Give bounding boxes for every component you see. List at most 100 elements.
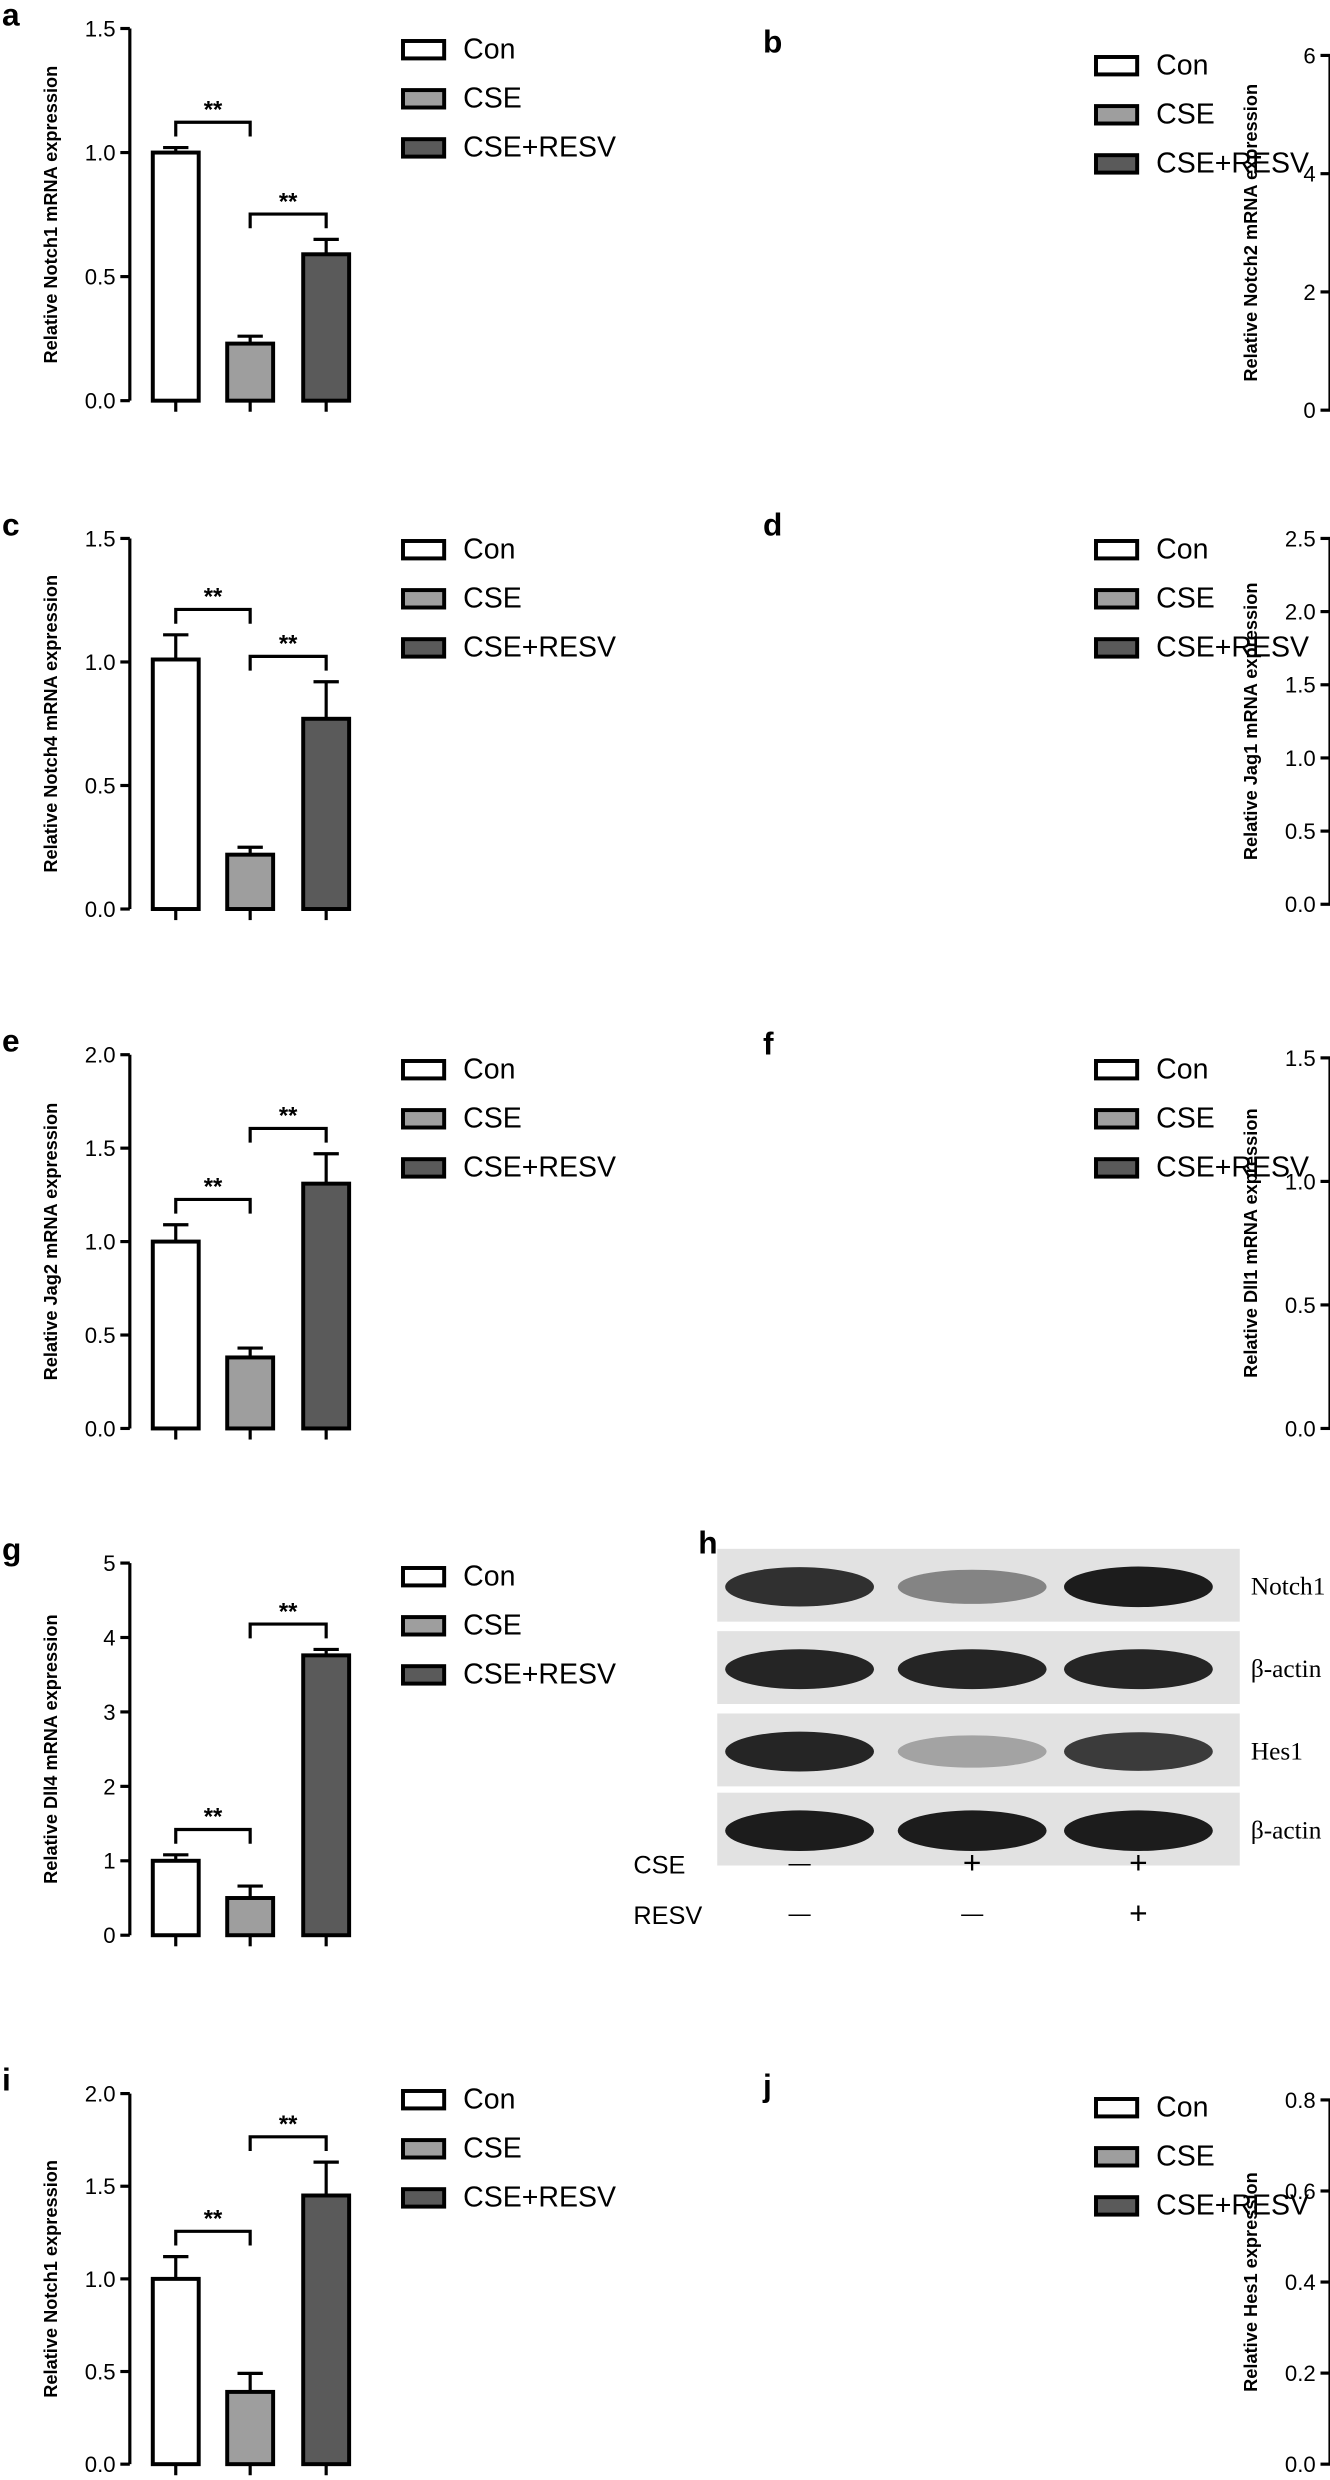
panel-a: a 0.0 0.5 1.0 1.5 Relative Notch1 mRNA expres…: [2, 0, 616, 414]
panel-f: f 0.0 0.5 1.0 1.5 Relative Dll1 mRNA expressi…: [763, 1026, 1330, 1441]
sig-bracket: [248, 212, 328, 229]
y-tick-label: 0.0: [85, 2452, 116, 2477]
sig-label: **: [279, 631, 298, 658]
legend-swatch: [1094, 1157, 1140, 1179]
y-tick-label: 1.0: [1285, 746, 1316, 771]
sig-label: **: [204, 2206, 223, 2233]
sig-label: **: [204, 584, 223, 611]
legend-swatch: [401, 1059, 447, 1081]
legend-label: Con: [1156, 533, 1208, 565]
y-tick-label: 0.6: [1285, 2179, 1316, 2204]
y-tick-label: 0.0: [85, 389, 116, 414]
y-tick-label: 0.5: [85, 2359, 116, 2384]
legend-label: CSE+RESV: [463, 2182, 616, 2214]
sig-bracket: [248, 654, 328, 671]
panel-letter: j: [762, 2068, 772, 2104]
y-tick-label: 4: [1303, 162, 1315, 187]
legend-swatch: [401, 2089, 447, 2111]
bar-cse-resv: [301, 1653, 352, 1938]
y-tick-label: 0.0: [1285, 1416, 1316, 1441]
y-tick-label: 4: [103, 1625, 115, 1650]
bar-cse-resv: [301, 2193, 352, 2467]
bar-con: [150, 150, 201, 403]
condition-mark: +: [963, 1844, 981, 1880]
condition-mark: —: [789, 1901, 812, 1926]
y-tick-label: 1.5: [1285, 1046, 1316, 1071]
sig-label: **: [279, 188, 298, 215]
legend-label: Con: [463, 33, 515, 65]
bar-cse-resv: [301, 1181, 352, 1431]
legend-label: Con: [1156, 49, 1208, 81]
bar-con: [150, 2276, 201, 2467]
legend-swatch: [1094, 153, 1140, 175]
y-tick-label: 0.0: [1285, 2452, 1316, 2477]
sig-bracket: [248, 1622, 328, 1639]
legend-swatch: [401, 637, 447, 659]
legend-label: CSE: [1156, 583, 1215, 615]
condition-label: RESV: [633, 1902, 702, 1930]
sig-label: **: [279, 1598, 298, 1625]
band-label: β-actin: [1251, 1817, 1322, 1845]
legend-swatch: [401, 88, 447, 110]
legend-swatch: [401, 1664, 447, 1686]
legend-swatch: [401, 2187, 447, 2209]
legend-swatch: [1094, 588, 1140, 610]
legend-label: CSE: [463, 1103, 522, 1135]
sig-label: **: [279, 1103, 298, 1130]
sig-bracket: [174, 607, 252, 624]
band: [725, 1567, 874, 1607]
legend-label: CSE+RESV: [1156, 2190, 1309, 2222]
condition-mark: +: [1129, 1844, 1147, 1880]
legend-label: CSE: [463, 83, 522, 115]
legend-swatch: [401, 137, 447, 159]
y-axis-label: Relative Hes1 expression: [1241, 2172, 1261, 2392]
y-tick-label: 0.8: [1285, 2088, 1316, 2113]
y-tick-label: 0.0: [1285, 892, 1316, 917]
y-tick-label: 1.0: [1285, 1169, 1316, 1194]
y-tick-label: 2: [1303, 280, 1315, 305]
y-tick-label: 0.5: [85, 1323, 116, 1348]
legend-swatch: [1094, 2195, 1140, 2217]
panel-c: c 0.0 0.5 1.0 1.5 Relative Notch4 mRNA expres…: [2, 506, 616, 922]
y-axis-label: Relative Jag1 mRNA expression: [1241, 583, 1261, 861]
y-tick-label: 2.5: [1285, 526, 1316, 551]
bar-cse: [225, 1355, 276, 1431]
legend-swatch: [1094, 55, 1140, 77]
y-axis-label: Relative Dll1 mRNA expression: [1241, 1108, 1261, 1377]
y-axis-label: Relative Notch2 mRNA expression: [1241, 84, 1261, 382]
legend-swatch: [1094, 104, 1140, 126]
band: [725, 1810, 874, 1851]
panel-d: d 0.0 0.5 1.0 1.5 2.0 2.5 Relative Jag1 mRNA ex…: [763, 506, 1330, 917]
y-tick-label: 0.0: [85, 1416, 116, 1441]
bar-cse: [225, 341, 276, 403]
legend-label: Con: [463, 1560, 515, 1592]
legend-swatch: [401, 1157, 447, 1179]
legend-label: CSE: [1156, 2141, 1215, 2173]
legend-label: CSE+RESV: [1156, 1152, 1309, 1184]
legend-label: CSE+RESV: [463, 1659, 616, 1691]
condition-mark: +: [1129, 1895, 1147, 1931]
legend-swatch: [401, 1566, 447, 1588]
sig-label: **: [204, 97, 223, 124]
legend-label: Con: [463, 2083, 515, 2115]
legend-label: CSE: [1156, 1103, 1215, 1135]
legend-label: Con: [1156, 2091, 1208, 2123]
sig-bracket: [248, 2135, 328, 2152]
panel-letter: h: [698, 1525, 717, 1561]
band-label: Notch1: [1251, 1573, 1326, 1601]
panel-j: j 0.0 0.2 0.4 0.6 0.8 Relative Hes1 expression…: [762, 2068, 1330, 2477]
legend-swatch: [401, 2138, 447, 2160]
y-axis-label: Relative Jag2 mRNA expression: [41, 1103, 61, 1381]
y-tick-label: 0: [103, 1923, 115, 1948]
band: [897, 1569, 1047, 1604]
sig-bracket: [174, 1827, 252, 1844]
legend-label: CSE: [463, 1610, 522, 1642]
legend-swatch: [1094, 2097, 1140, 2119]
sig-label: **: [204, 1804, 223, 1831]
legend-swatch: [401, 539, 447, 561]
y-tick-label: 2.0: [1285, 600, 1316, 625]
y-axis-label: Relative Notch1 expression: [41, 2160, 61, 2398]
legend-label: Con: [463, 1053, 515, 1085]
legend-label: CSE: [463, 2133, 522, 2165]
y-tick-label: 0.5: [1285, 1293, 1316, 1318]
